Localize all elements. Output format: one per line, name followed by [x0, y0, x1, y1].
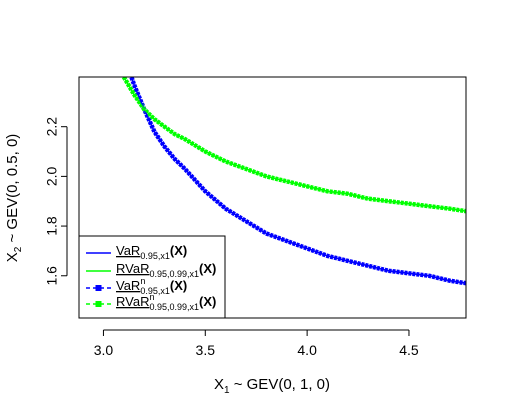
- x-tick-label: 4.0: [297, 342, 317, 358]
- y-tick-label: 1.8: [44, 216, 60, 236]
- series-line-0: [130, 77, 466, 284]
- plot-frame: [78, 76, 467, 319]
- y-tick-label: 2.0: [44, 166, 60, 186]
- legend-label-0: VaR0.95,x1(X): [116, 243, 187, 261]
- series-line-1: [123, 77, 466, 212]
- legend-label-3: RVaRn 0.95,0.99,x1(X): [116, 292, 216, 312]
- y-tick-label: 1.6: [44, 266, 60, 286]
- series-points-3: [121, 77, 466, 214]
- legend-marker-2: [95, 285, 102, 291]
- y-axis: 1.6 1.8 2.0 2.2: [44, 117, 68, 286]
- legend-label-2: VaRn 0.95,x1(X): [116, 276, 187, 296]
- x-tick-label: 3.0: [94, 342, 114, 358]
- x-tick-label: 4.5: [399, 342, 419, 358]
- y-axis-label: X2 ~ GEV(0, 0.5, 0): [4, 134, 24, 263]
- x-axis: 3.0 3.5 4.0 4.5: [94, 329, 419, 358]
- x-tick-label: 3.5: [196, 342, 216, 358]
- legend: VaR0.95,x1(X)RVaR0.95,0.99,x1(X)VaRn 0.95…: [78, 235, 226, 319]
- series-layer: [121, 77, 466, 286]
- legend-marker-3: [95, 301, 102, 307]
- x-axis-label: X1 ~ GEV(0, 1, 0): [214, 376, 330, 396]
- y-tick-label: 2.2: [44, 117, 60, 137]
- legend-label-1: RVaR0.95,0.99,x1(X): [116, 261, 216, 279]
